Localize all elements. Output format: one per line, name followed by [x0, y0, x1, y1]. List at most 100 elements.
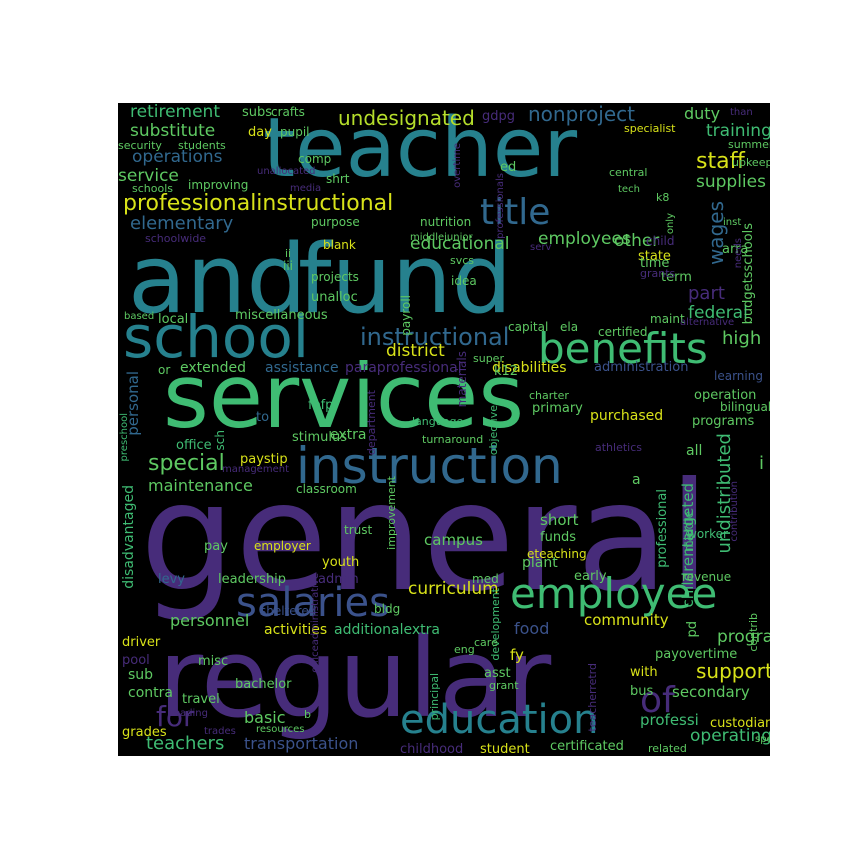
word-maint: maint [650, 312, 685, 326]
word-athletics: athletics [595, 441, 642, 454]
word-revenue: revenue [682, 570, 732, 584]
word-employees: employees [538, 229, 631, 249]
word-worker: worker [687, 527, 728, 541]
word-instruction: instruction [296, 437, 563, 495]
word-retirement: retirement [130, 103, 220, 122]
word-instructional: instructional [360, 323, 510, 351]
word-early: early [574, 569, 607, 584]
word-part: part [688, 283, 725, 304]
word-additionalextra: additionalextra [334, 622, 441, 638]
word-comp: comp [298, 152, 332, 166]
word-school: school [123, 303, 309, 371]
word-title: title [480, 192, 551, 233]
word-student: student [480, 742, 530, 756]
word-extended: extended [180, 360, 247, 376]
word-needs: needs [733, 238, 744, 269]
word-cloud: general regular and fund services teacher scho… [118, 103, 770, 756]
word-youth: youth [322, 555, 360, 570]
word-childhood: childhood [400, 742, 464, 756]
word-serv: serv [530, 242, 552, 253]
word-inst: inst [723, 217, 742, 228]
word-secondary: secondary [672, 683, 750, 701]
word-short: short [540, 511, 579, 529]
word-unalloc: unalloc [311, 290, 358, 305]
word-para: para [606, 507, 629, 518]
word-or: or [158, 363, 171, 377]
word-department: department [365, 390, 378, 456]
word-students: students [178, 139, 226, 152]
word-asst: asst [484, 666, 511, 681]
word-programs: programs [692, 414, 755, 429]
word-term: term [661, 270, 692, 285]
word-bilingual: bilingual [720, 400, 770, 414]
word-operations: operations [132, 147, 223, 167]
word-training: training [706, 121, 770, 141]
word-of: of [640, 680, 675, 721]
word-professionals: professionals [495, 173, 506, 239]
word-nutrition: nutrition [420, 215, 472, 229]
word-reading: reading [170, 708, 208, 719]
word-office: office [176, 438, 212, 453]
word-unallocated: unallocated [257, 166, 316, 177]
word-services: services [163, 345, 525, 448]
word-employee: employee [510, 569, 718, 618]
word-education: education [400, 697, 599, 743]
word-officeadministrative: officeadministrative [310, 573, 321, 673]
word-sheltered: sheltered [260, 604, 317, 618]
word-pd: pd [685, 621, 700, 638]
word-bachelor: bachelor [235, 677, 292, 692]
word-professi: professi [640, 711, 699, 729]
word-media: media [290, 183, 322, 194]
word-activities: activities [264, 622, 328, 638]
word-teacher: teacher [263, 103, 578, 196]
word-elementary: elementary [130, 213, 234, 234]
word-classroom: classroom [296, 482, 357, 496]
word-a: a [632, 472, 641, 488]
word-only: only [665, 213, 676, 235]
word-resources: resources [256, 724, 305, 735]
word-grant: grant [489, 679, 519, 692]
word-alternative: alternative [680, 317, 735, 328]
word-to: to [256, 410, 270, 425]
word-paystip: paystip [240, 452, 288, 467]
word-turnaround: turnaround [422, 433, 484, 446]
word-summer: summer [728, 138, 770, 151]
word-professionalinstructional: professionalinstructional [123, 191, 394, 216]
word-middlejunior: middlejunior [410, 232, 473, 243]
word-pay: pay [204, 539, 228, 554]
word-contra: contra [128, 685, 173, 701]
word-fy: fy [510, 646, 524, 664]
word-eng: eng [454, 643, 475, 656]
word-admin: admin [318, 572, 359, 587]
word-care: care [474, 636, 498, 649]
word-language: language [412, 415, 464, 428]
word-payroll: payroll [399, 295, 413, 336]
word-program: program [717, 627, 770, 647]
word-security: security [118, 139, 162, 152]
word-and: and [128, 225, 307, 335]
word-service: service [118, 166, 179, 186]
word-pool: pool [122, 653, 150, 668]
word-community: community [584, 611, 669, 629]
word-management: management [222, 464, 289, 475]
word-curriculum: curriculum [408, 579, 499, 599]
word-fefp: fefp [308, 398, 334, 413]
word-objective: objective [487, 405, 500, 456]
word-transportation: transportation [244, 734, 359, 753]
word-spec: spec [755, 734, 770, 745]
word-grades: grades [122, 725, 167, 740]
word-leadership: leadership [218, 572, 287, 587]
word-charter: charter [529, 389, 569, 402]
word-assistance: assistance [265, 360, 339, 376]
word-nonproject: nonproject [528, 103, 636, 126]
word-trades: trades [204, 726, 236, 737]
word-primary: primary [532, 401, 583, 416]
word-tech: tech [618, 184, 640, 195]
word-disabilities: disabilities [492, 360, 567, 376]
word-for: for [156, 700, 195, 733]
word-shrt: shrt [326, 172, 350, 186]
word-supplies: supplies [696, 172, 766, 192]
word-than: than [730, 107, 753, 118]
word-purchased: purchased [590, 408, 664, 424]
word-miscellaneous: miscellaneous [235, 308, 328, 323]
